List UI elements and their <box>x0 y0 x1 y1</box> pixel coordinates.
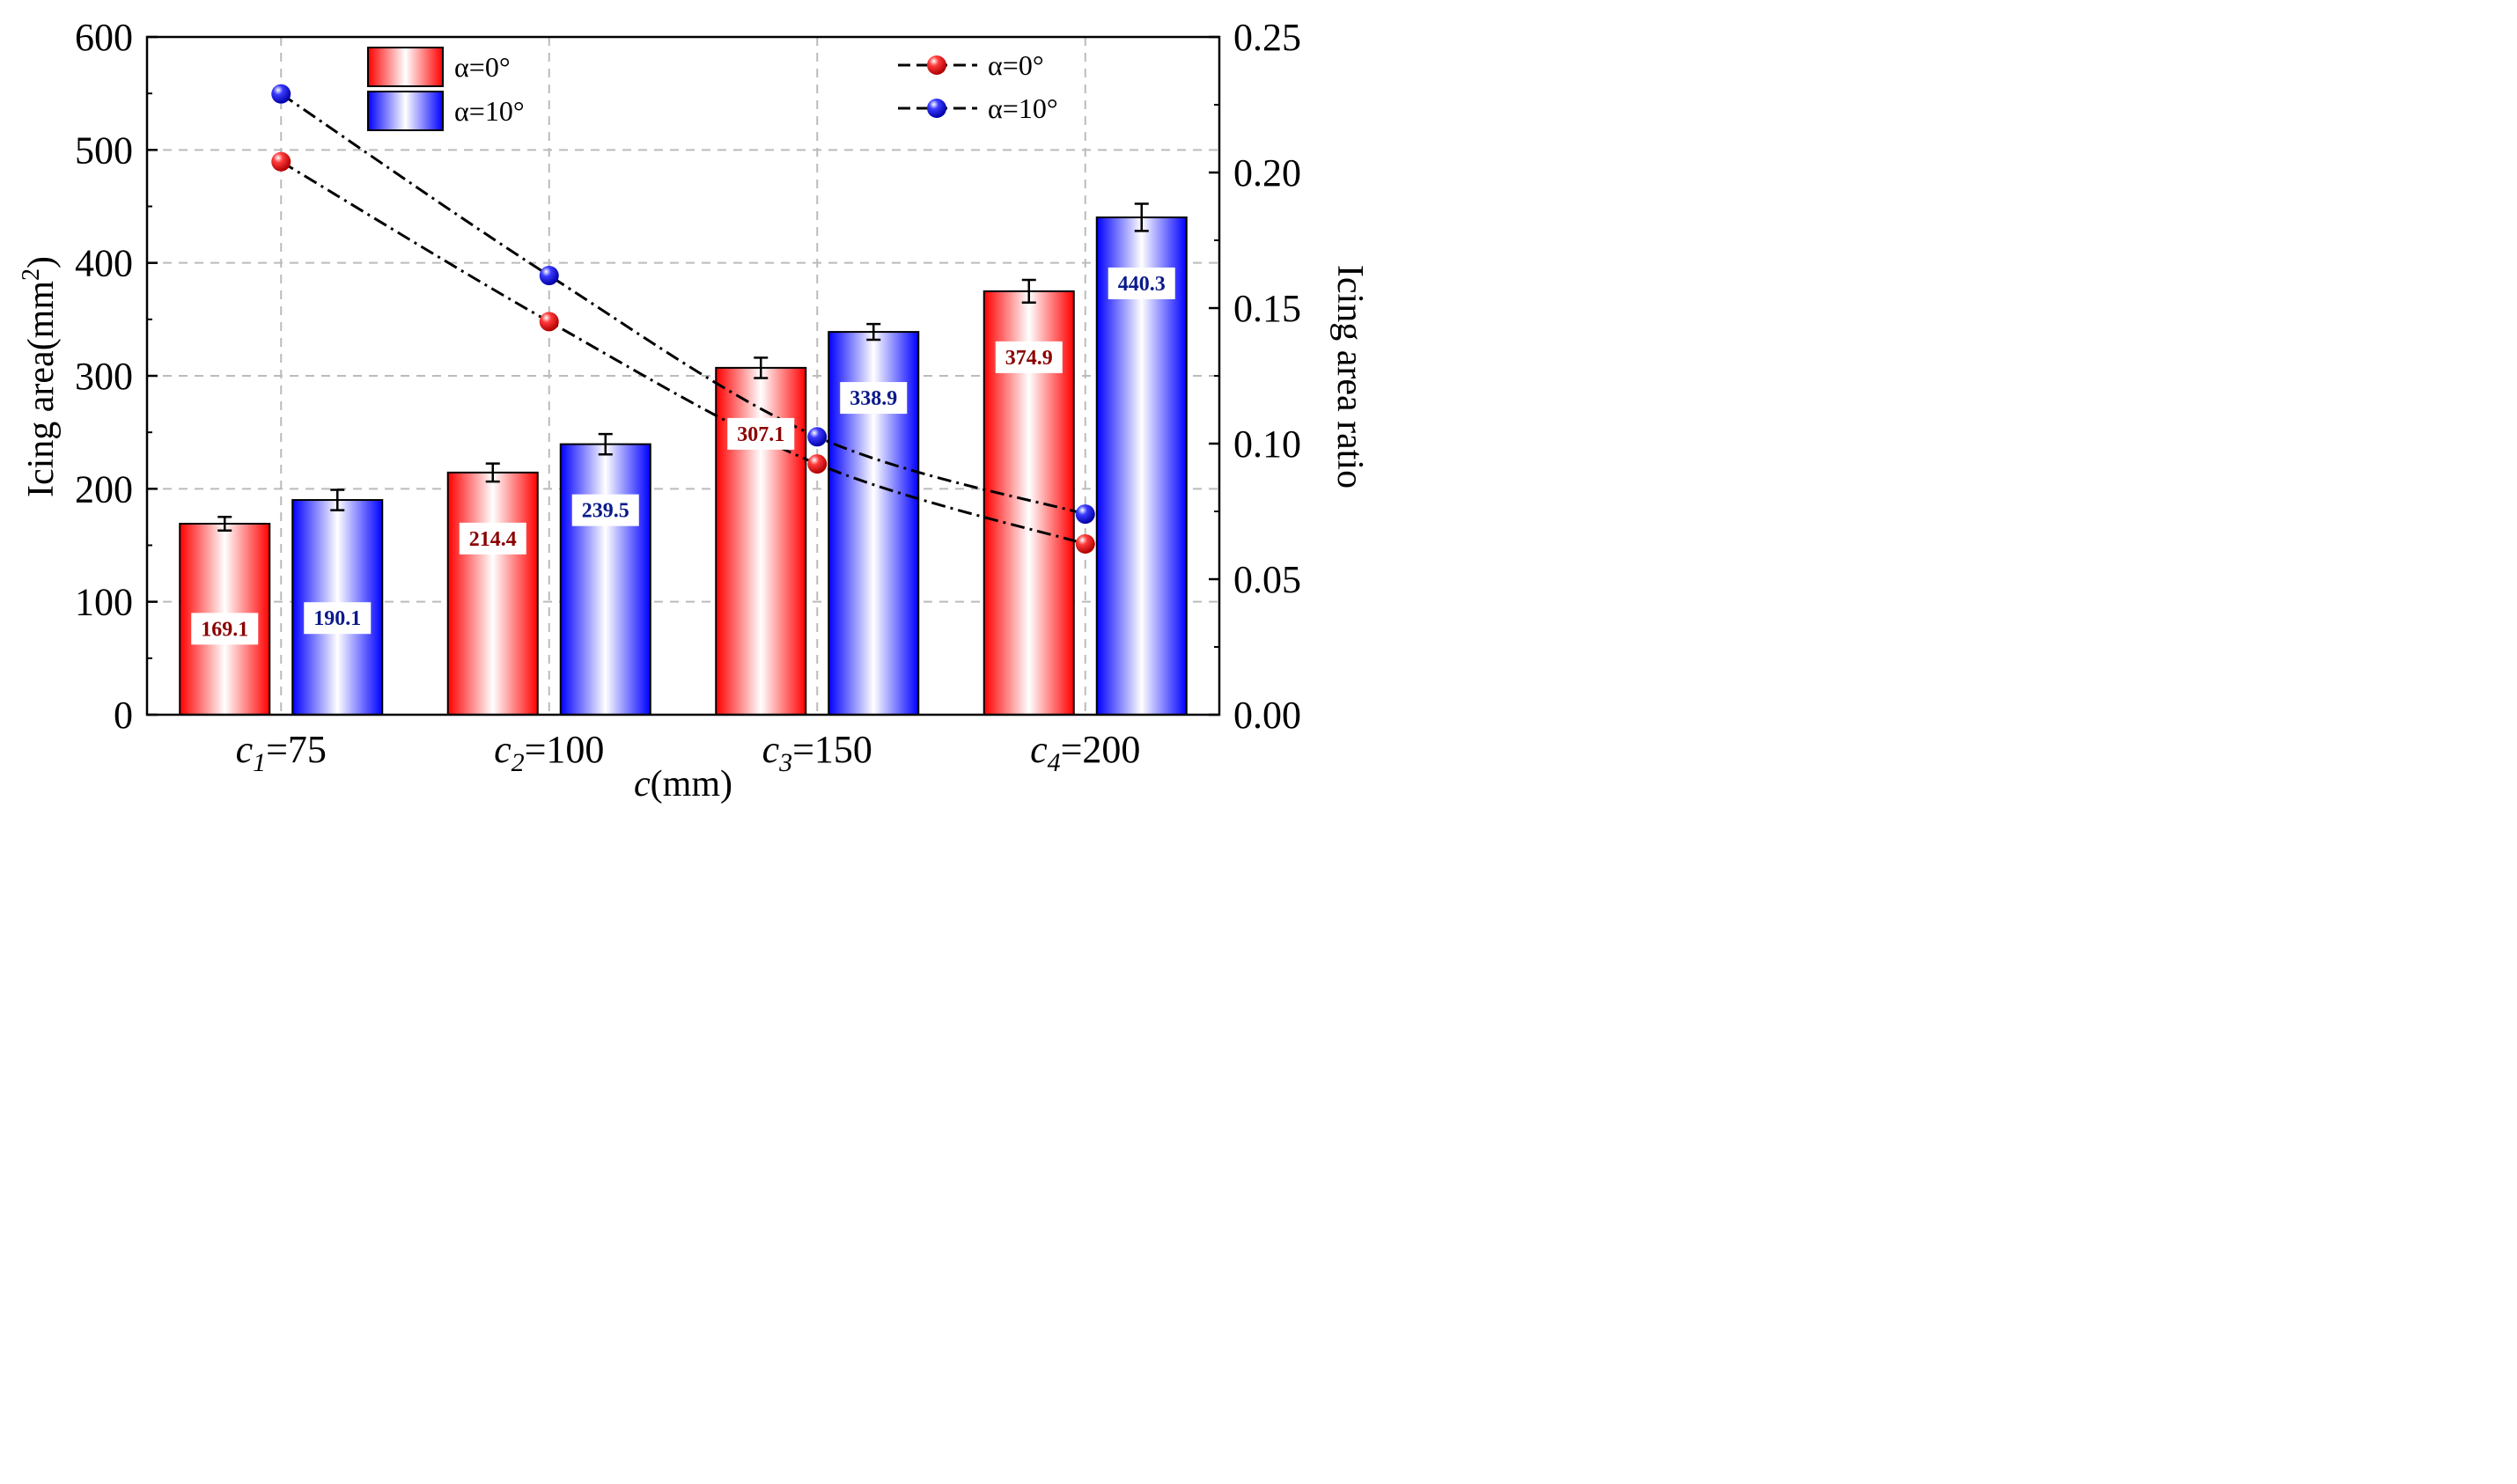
category-label-3: c4=200 <box>1030 728 1140 777</box>
category-label-sub-0: 1 <box>253 748 266 777</box>
category-label-sub-3: 4 <box>1048 748 1061 777</box>
right-tick-label-2: 0.10 <box>1233 422 1301 466</box>
x-axis-title: c(mm) <box>634 764 732 804</box>
right-tick-label-3: 0.15 <box>1233 287 1301 330</box>
ratio-line-0 <box>280 160 1086 546</box>
data-label-bg-1-0 <box>304 602 372 635</box>
legend-bar-label-alpha10: α=10° <box>454 95 525 127</box>
ratio-point-1-2 <box>807 427 828 447</box>
ratio-line-1 <box>280 92 1086 516</box>
data-label-bg-0-1 <box>459 522 526 555</box>
category-label-var-0: c <box>236 728 254 771</box>
ratio-point-1-0 <box>271 84 291 104</box>
left-axis-title-sup: 2 <box>18 268 45 281</box>
ratio-point-0-1 <box>539 312 559 332</box>
right-tick-label-0: 0.00 <box>1233 694 1301 737</box>
category-label-2: c3=150 <box>762 728 872 777</box>
ratio-lines <box>271 84 1095 554</box>
icing-chart: 169.1 214.4 307.1 374.9 190.1 239.5 338.9 440.3… <box>18 16 1370 804</box>
left-tick-label-1: 100 <box>75 581 133 624</box>
category-label-var-1: c <box>494 728 511 771</box>
category-label-var-3: c <box>1030 728 1048 771</box>
legend-bar-label-alpha0: α=0° <box>454 51 511 83</box>
data-label-1-1: 239.5 <box>582 500 629 523</box>
data-label-1-3: 440.3 <box>1118 273 1166 296</box>
bar-1-1 <box>559 443 651 716</box>
data-labels: 169.1 214.4 307.1 374.9 190.1 239.5 338.9 440.3 <box>191 267 1175 645</box>
data-label-0-0: 169.1 <box>201 618 248 641</box>
x-axis-title-rest: (mm) <box>651 764 732 804</box>
category-label-var-2: c <box>762 728 780 771</box>
category-label-value-3: =200 <box>1061 728 1141 771</box>
data-label-bg-1-2 <box>840 382 908 415</box>
data-label-bg-0-0 <box>191 613 259 645</box>
category-label-1: c2=100 <box>494 728 604 777</box>
left-axis-title-end: ) <box>21 256 62 268</box>
left-axis-title-main: Icing area(mm <box>21 281 62 497</box>
right-tick-label-1: 0.05 <box>1233 558 1301 601</box>
category-label-value-1: =100 <box>525 728 605 771</box>
right-axis-title: Icing area ratio <box>1329 265 1370 489</box>
data-label-1-0: 190.1 <box>313 607 361 630</box>
data-label-0-2: 307.1 <box>737 423 784 446</box>
right-tick-label-4: 0.20 <box>1233 151 1301 195</box>
legend-lines: α=0° α=10° <box>898 49 1058 124</box>
legend-line-label-alpha10: α=10° <box>988 92 1058 124</box>
bar-1-3 <box>1095 216 1188 716</box>
legend-bars: α=0° α=10° <box>367 47 525 131</box>
x-axis-title-var: c <box>634 764 651 804</box>
bar-0-1 <box>446 471 539 716</box>
category-label-sub-2: 3 <box>778 748 792 777</box>
axes: 0 100 200 300 400 500 600 0.00 0.05 0.10 0.15 0.20 0… <box>75 16 1301 777</box>
ratio-point-1-3 <box>1075 504 1095 525</box>
data-label-0-1: 214.4 <box>469 528 517 551</box>
data-label-bg-1-3 <box>1108 267 1175 299</box>
left-tick-label-4: 400 <box>75 242 133 285</box>
left-tick-label-6: 600 <box>75 16 133 59</box>
legend-bar-swatch-alpha0 <box>367 47 444 87</box>
legend-line-label-alpha0: α=0° <box>988 49 1044 81</box>
data-label-1-2: 338.9 <box>850 387 897 410</box>
left-tick-label-5: 500 <box>75 129 133 172</box>
ratio-point-0-2 <box>807 454 828 474</box>
data-label-0-3: 374.9 <box>1005 347 1053 370</box>
category-label-value-2: =150 <box>792 728 872 771</box>
ratio-point-1-1 <box>539 266 559 286</box>
category-label-value-0: =75 <box>266 728 327 771</box>
category-label-0: c1=75 <box>236 728 327 777</box>
left-axis-title: Icing area(mm2) <box>18 256 62 497</box>
right-tick-label-5: 0.25 <box>1233 16 1301 59</box>
ratio-point-0-3 <box>1075 533 1095 554</box>
data-label-bg-1-1 <box>571 494 639 526</box>
left-tick-label-2: 200 <box>75 467 133 511</box>
data-label-bg-0-3 <box>995 341 1063 373</box>
legend-marker-alpha10 <box>927 99 946 118</box>
ratio-point-0-0 <box>271 151 291 172</box>
data-label-bg-0-2 <box>727 417 795 450</box>
legend-marker-alpha0 <box>927 55 946 75</box>
left-tick-label-0: 0 <box>114 694 133 737</box>
bar-series <box>179 202 1188 716</box>
legend-bar-swatch-alpha10 <box>367 91 444 131</box>
category-label-sub-1: 2 <box>511 748 525 777</box>
left-tick-label-3: 300 <box>75 355 133 398</box>
